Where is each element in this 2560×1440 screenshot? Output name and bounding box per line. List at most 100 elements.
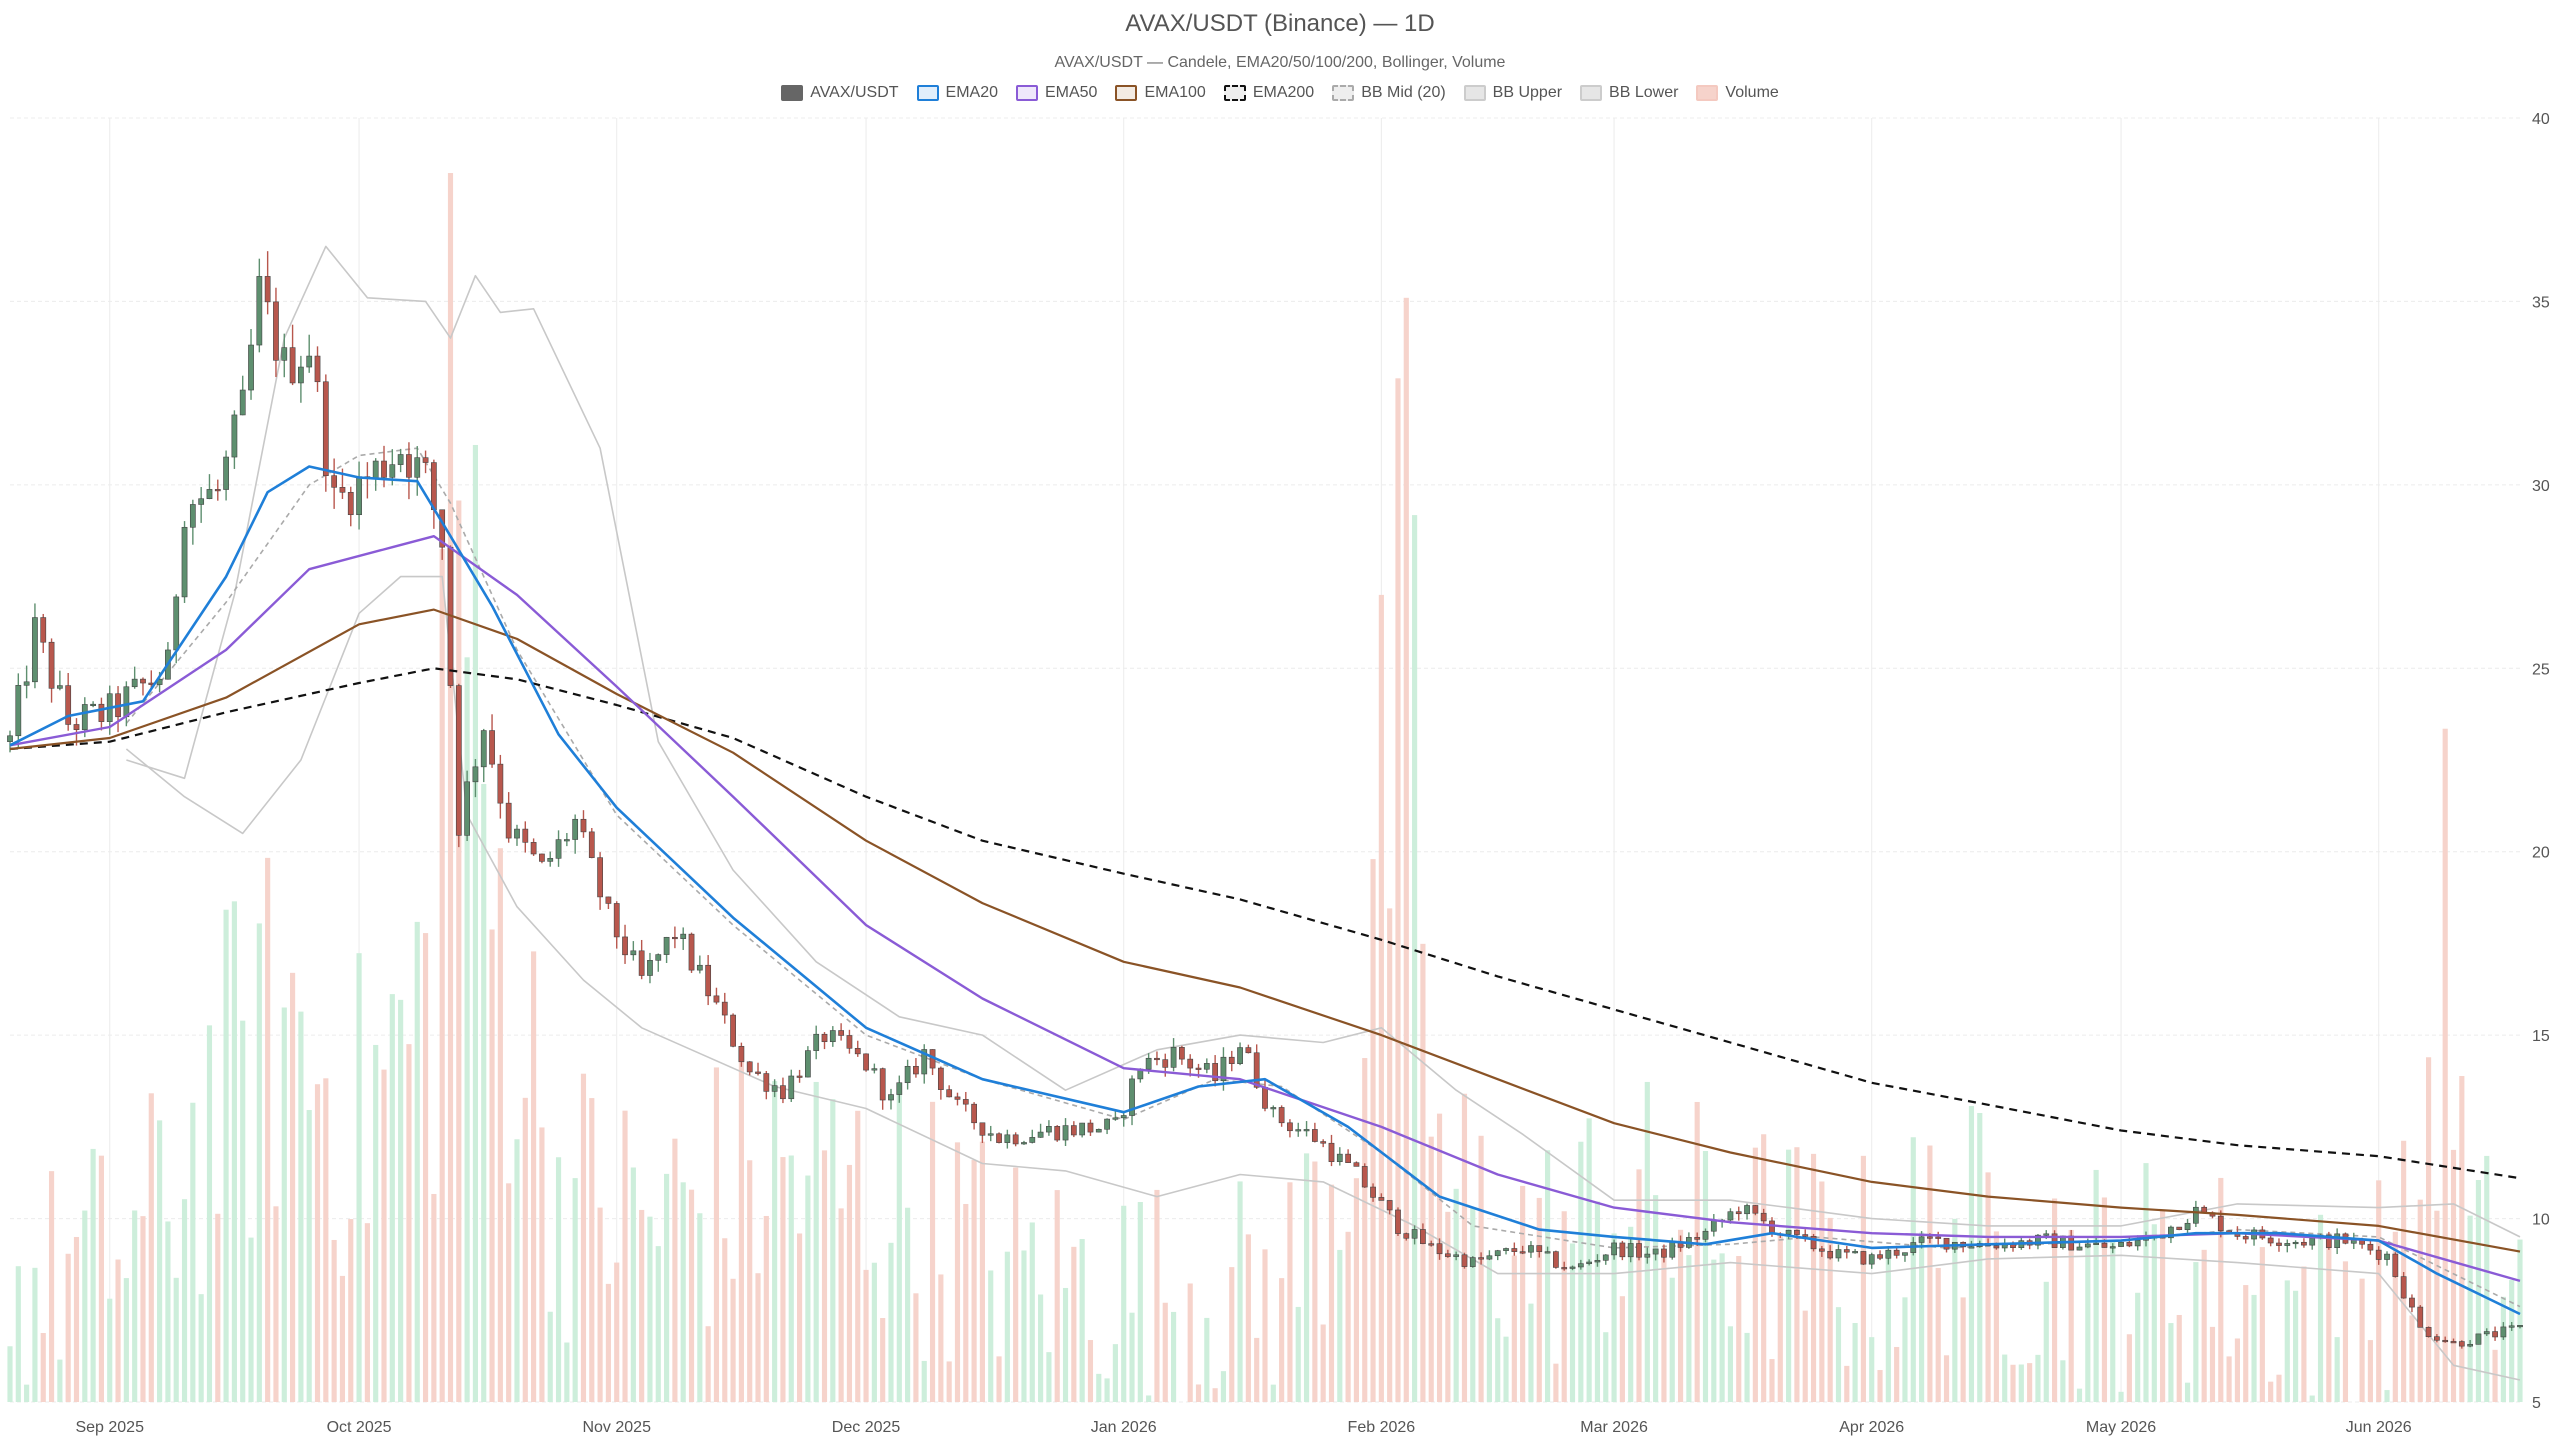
volume-bar bbox=[323, 1078, 329, 1402]
volume-bar bbox=[2027, 1363, 2033, 1402]
volume-bar bbox=[364, 1223, 370, 1402]
volume-bar bbox=[1686, 1255, 1692, 1402]
legend-item-8[interactable]: Volume bbox=[1696, 84, 1779, 102]
candle-body bbox=[1802, 1234, 1809, 1237]
candle-body bbox=[555, 839, 562, 859]
volume-bar bbox=[298, 1011, 304, 1402]
legend-item-3[interactable]: EMA100 bbox=[1115, 84, 1206, 102]
volume-bar bbox=[32, 1267, 38, 1402]
volume-bar bbox=[2076, 1388, 2083, 1402]
volume-bar bbox=[1287, 1182, 1293, 1402]
candle-body bbox=[1070, 1125, 1077, 1136]
candle-body bbox=[2384, 1253, 2390, 1260]
volume-bar bbox=[1295, 1306, 1301, 1402]
volume-bar bbox=[90, 1148, 96, 1402]
candle-body bbox=[1062, 1125, 1069, 1141]
candle-body bbox=[721, 1001, 728, 1016]
volume-bar bbox=[2484, 1155, 2490, 1402]
candle-body bbox=[1735, 1211, 1742, 1215]
legend-item-4[interactable]: EMA200 bbox=[1223, 84, 1314, 102]
volume-bar bbox=[555, 1157, 562, 1402]
volume-bar bbox=[522, 1097, 528, 1402]
legend-item-1[interactable]: EMA20 bbox=[916, 84, 998, 102]
candle-body bbox=[1644, 1253, 1651, 1258]
candle-body bbox=[530, 842, 537, 855]
volume-bar bbox=[215, 1213, 221, 1402]
candle-body bbox=[7, 735, 13, 742]
legend-item-0[interactable]: AVAX/USDT bbox=[781, 84, 899, 102]
volume-bar bbox=[57, 1359, 63, 1402]
volume-bar bbox=[489, 929, 495, 1402]
volume-bar bbox=[2500, 1296, 2506, 1402]
volume-bar bbox=[929, 1101, 936, 1402]
candle-body bbox=[2500, 1326, 2507, 1338]
candle-body bbox=[755, 1071, 761, 1074]
candle-body bbox=[688, 933, 695, 971]
volume-bar bbox=[1769, 1359, 1775, 1402]
candle-body bbox=[455, 685, 462, 836]
volume-bar bbox=[1719, 1253, 1725, 1402]
volume-bar bbox=[1137, 1202, 1143, 1402]
legend-swatch-icon bbox=[1223, 85, 1246, 101]
x-tick-label: Sep 2025 bbox=[75, 1419, 144, 1436]
volume-bar bbox=[855, 1110, 861, 1402]
volume-bar bbox=[821, 1150, 828, 1402]
volume-bar bbox=[381, 1069, 387, 1402]
candle-body bbox=[854, 1047, 861, 1055]
candle-body bbox=[2392, 1253, 2399, 1277]
volume-bar bbox=[730, 1278, 736, 1402]
volume-bar bbox=[464, 657, 470, 1402]
candle-body bbox=[2217, 1215, 2224, 1232]
legend-item-6[interactable]: BB Upper bbox=[1463, 84, 1562, 102]
volume-bar bbox=[1046, 1352, 1052, 1402]
legend-item-2[interactable]: EMA50 bbox=[1015, 84, 1097, 102]
chart-title: AVAX/USDT (Binance) — 1D bbox=[1125, 10, 1435, 37]
candle-body bbox=[1336, 1153, 1343, 1162]
volume-bar bbox=[15, 1266, 21, 1402]
volume-bar bbox=[2450, 1149, 2457, 1402]
volume-bar bbox=[1013, 1167, 1019, 1402]
volume-bar bbox=[1220, 1371, 1227, 1402]
y-tick-label: 30 bbox=[2532, 478, 2550, 495]
volume-bar bbox=[1727, 1326, 1734, 1402]
volume-bar bbox=[2301, 1266, 2307, 1402]
candle-body bbox=[56, 685, 63, 689]
candle-body bbox=[871, 1068, 878, 1071]
candle-body bbox=[1927, 1236, 1933, 1239]
legend-item-5[interactable]: BB Mid (20) bbox=[1332, 84, 1446, 102]
candle-body bbox=[1120, 1115, 1127, 1119]
candle-body bbox=[738, 1045, 745, 1063]
candle-body bbox=[1727, 1211, 1734, 1221]
legend-item-7[interactable]: BB Lower bbox=[1580, 84, 1678, 102]
volume-bar bbox=[1711, 1259, 1717, 1402]
volume-bar bbox=[1869, 1337, 1875, 1402]
candle-body bbox=[73, 724, 80, 730]
volume-bar bbox=[472, 444, 479, 1402]
candle-body bbox=[2184, 1222, 2191, 1230]
volume-bar bbox=[2475, 1179, 2482, 1402]
x-tick-label: Feb 2026 bbox=[1348, 1419, 1416, 1436]
volume-bar bbox=[1453, 1188, 1459, 1402]
candle-body bbox=[1444, 1253, 1451, 1257]
volume-bar bbox=[2168, 1323, 2174, 1402]
candle-body bbox=[281, 347, 288, 361]
volume-bar bbox=[2434, 1210, 2440, 1402]
volume-bar bbox=[1328, 1184, 1335, 1402]
candle-body bbox=[430, 462, 437, 511]
volume-bar bbox=[1677, 1229, 1684, 1402]
volume-bar bbox=[971, 1160, 977, 1402]
candle-body bbox=[1694, 1237, 1701, 1240]
volume-bar bbox=[223, 909, 229, 1402]
volume-bar bbox=[2160, 1209, 2166, 1402]
volume-bar bbox=[655, 1246, 661, 1402]
candle-body bbox=[1170, 1047, 1177, 1068]
candle-body bbox=[2309, 1237, 2316, 1246]
candle-body bbox=[322, 381, 329, 476]
volume-bar bbox=[2051, 1198, 2058, 1402]
candle-body bbox=[1270, 1107, 1277, 1110]
volume-bar bbox=[331, 1239, 337, 1402]
candle-body bbox=[1345, 1153, 1351, 1163]
candle-body bbox=[2101, 1242, 2108, 1248]
